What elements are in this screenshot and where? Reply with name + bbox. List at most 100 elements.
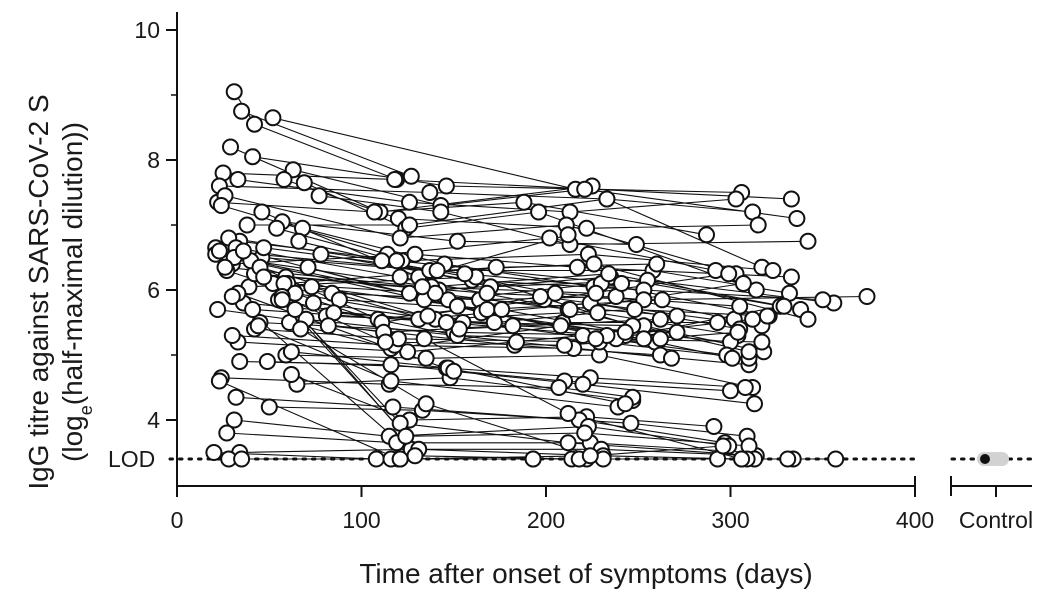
data-point: [858, 288, 876, 305]
series-line-13: [224, 195, 737, 275]
x-tick-label: 300: [711, 507, 749, 533]
data-point: [290, 232, 308, 250]
data-point: [493, 301, 511, 318]
data-point: [530, 203, 548, 221]
data-point: [788, 210, 806, 227]
data-point: [377, 333, 394, 351]
data-point: [448, 232, 466, 250]
y-axis-title-subscript: e: [76, 405, 96, 415]
series-line-22: [261, 256, 790, 294]
data-point: [273, 291, 291, 309]
data-point: [268, 219, 286, 237]
data-point: [244, 301, 262, 318]
data-point: [384, 398, 402, 416]
data-point: [556, 336, 573, 354]
data-point: [233, 450, 251, 468]
data-point: [698, 226, 715, 244]
series-points: [205, 83, 876, 468]
data-point: [264, 109, 282, 127]
data-point: [589, 304, 607, 322]
data-point: [448, 297, 466, 315]
data-point: [437, 314, 455, 331]
data-point: [532, 288, 549, 305]
data-point: [218, 424, 236, 442]
data-point: [419, 307, 437, 325]
y-tick-label: 8: [147, 147, 160, 173]
x-tick-label: 100: [342, 507, 380, 533]
data-point: [255, 239, 273, 257]
data-point: [244, 148, 262, 166]
data-point: [568, 258, 586, 276]
data-point: [714, 437, 732, 455]
data-point: [485, 314, 503, 331]
data-point: [391, 450, 409, 468]
data-point: [246, 115, 263, 133]
data-point: [508, 333, 525, 351]
data-point: [779, 450, 797, 468]
data-point: [413, 278, 431, 296]
data-point: [722, 382, 739, 400]
data-point: [668, 307, 686, 325]
data-point: [210, 372, 228, 390]
data-point: [598, 190, 616, 208]
data-point: [733, 450, 751, 468]
data-point: [382, 356, 400, 374]
data-point: [576, 180, 594, 198]
series-line-79: [263, 276, 757, 457]
data-point: [663, 349, 680, 367]
series-line-64: [259, 266, 768, 320]
data-point: [559, 434, 577, 452]
data-point: [223, 288, 241, 305]
data-point: [515, 193, 533, 211]
y-axis-title-rest: (half-maximal dilution)): [57, 122, 88, 405]
data-point: [456, 265, 474, 283]
series-line-14: [247, 198, 763, 268]
data-point: [225, 83, 243, 101]
control-points: [977, 452, 1009, 466]
y-axis-title-line1: IgG titre against SARS-CoV-2 S: [23, 94, 54, 489]
series-line-78: [237, 292, 755, 405]
data-point: [561, 301, 579, 318]
series-line-47: [239, 448, 755, 457]
data-point: [587, 284, 605, 302]
data-point: [709, 314, 727, 331]
y-tick-label: 6: [147, 277, 160, 303]
data-point: [231, 353, 249, 370]
data-point: [720, 265, 738, 283]
data-point: [233, 102, 251, 120]
data-point: [487, 258, 505, 276]
data-point: [758, 307, 776, 325]
data-point: [406, 245, 424, 263]
data-point: [559, 226, 577, 244]
data-point: [227, 388, 245, 406]
series-line-46: [226, 432, 751, 454]
data-point: [205, 444, 223, 461]
control-label: Control: [959, 507, 1033, 533]
data-point: [622, 414, 640, 432]
data-point: [282, 366, 300, 383]
data-point: [286, 301, 304, 318]
data-point: [749, 216, 767, 234]
data-point: [799, 310, 817, 328]
data-point: [651, 330, 669, 348]
data-point: [234, 242, 252, 260]
data-point: [417, 349, 435, 367]
data-point: [613, 275, 631, 292]
data-point: [303, 278, 321, 296]
control-point: [995, 452, 1009, 466]
data-point: [255, 268, 273, 286]
data-point: [253, 203, 271, 221]
data-point: [653, 291, 671, 309]
series-line-39: [267, 360, 746, 389]
data-point: [238, 216, 256, 234]
data-point: [782, 190, 800, 208]
data-point: [627, 236, 645, 253]
x-tick-label: 0: [171, 507, 184, 533]
data-point: [799, 232, 817, 250]
data-point: [478, 301, 496, 318]
y-axis-title-log: (log: [57, 415, 88, 462]
series-line-8: [293, 169, 797, 220]
series-line-36: [285, 354, 753, 389]
data-point: [581, 447, 599, 465]
data-point: [616, 323, 634, 341]
